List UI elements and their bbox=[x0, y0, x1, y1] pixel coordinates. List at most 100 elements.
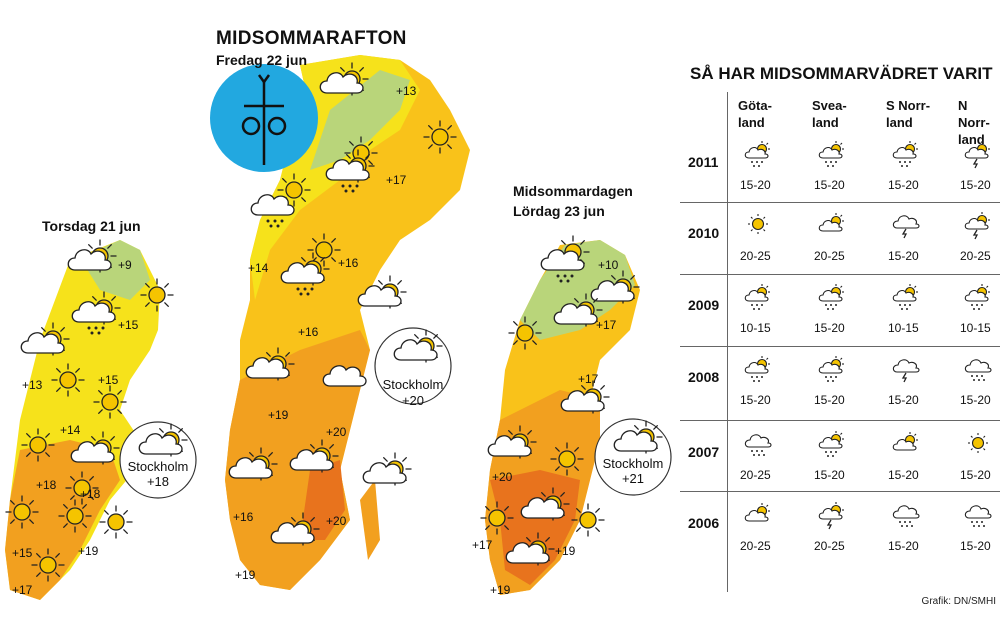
temp-label: +17 bbox=[472, 538, 493, 552]
map-thursday bbox=[5, 240, 174, 600]
maps-canvas bbox=[5, 55, 672, 600]
column-header-line1: N Norr- bbox=[958, 98, 990, 130]
temp-label: +13 bbox=[396, 84, 417, 98]
temperature-range: 15-20 bbox=[814, 468, 845, 482]
temperature-range: 10-15 bbox=[960, 321, 991, 335]
column-header: S Norr-land bbox=[886, 97, 930, 131]
table-row-year: 2006 bbox=[688, 515, 720, 531]
column-header-line1: Svea- bbox=[812, 98, 847, 113]
sun-cloud-rain-icon bbox=[744, 284, 770, 310]
column-header: Göta-land bbox=[738, 97, 772, 131]
temp-label: +10 bbox=[598, 258, 619, 272]
cloud-rain-icon bbox=[892, 505, 920, 527]
temp-label: +9 bbox=[118, 258, 132, 272]
sun-cloud-rain-icon bbox=[892, 141, 918, 167]
saturday-stockholm: Stockholm +21 bbox=[595, 456, 671, 490]
friday-green-zone bbox=[310, 70, 410, 170]
friday-stockholm: Stockholm +20 bbox=[375, 377, 451, 411]
temperature-range: 10-15 bbox=[888, 321, 919, 335]
stockholm-name: Stockholm bbox=[382, 377, 444, 392]
temp-label: +17 bbox=[596, 318, 617, 332]
column-header-line1: Göta- bbox=[738, 98, 772, 113]
saturday-title-line2: Lördag 23 jun bbox=[513, 203, 605, 219]
sun-cloud-rain-icon bbox=[818, 141, 844, 167]
sun-cloud-icon bbox=[744, 503, 770, 522]
column-header: Svea-land bbox=[812, 97, 847, 131]
temperature-range: 15-20 bbox=[814, 178, 845, 192]
sun-cloud-thunder-icon bbox=[818, 502, 844, 530]
table-row-separator bbox=[680, 274, 1000, 275]
thursday-stockholm: Stockholm +18 bbox=[120, 459, 196, 493]
cloud-rain-icon bbox=[964, 505, 992, 527]
temp-label: +19 bbox=[555, 544, 576, 558]
temp-label: +15 bbox=[12, 546, 33, 560]
temperature-range: 15-20 bbox=[888, 178, 919, 192]
table-row-year: 2011 bbox=[688, 154, 719, 170]
temp-label: +19 bbox=[78, 544, 99, 558]
sun-cloud-icon bbox=[818, 213, 844, 232]
temperature-range: 20-25 bbox=[814, 249, 845, 263]
cloud-thunder-icon bbox=[892, 359, 920, 383]
stockholm-temp: +18 bbox=[146, 474, 170, 489]
table-row-separator bbox=[680, 202, 1000, 203]
table-row-separator bbox=[680, 420, 1000, 421]
temperature-range: 15-20 bbox=[740, 178, 771, 192]
sun-cloud-thunder-icon bbox=[964, 141, 990, 169]
thursday-orange-zone bbox=[5, 440, 120, 600]
temp-label: +19 bbox=[235, 568, 256, 582]
sun-cloud-icon bbox=[892, 432, 918, 451]
temp-label: +17 bbox=[12, 583, 33, 597]
sun-cloud-rain-icon bbox=[818, 356, 844, 382]
temp-label: +13 bbox=[22, 378, 43, 392]
temp-label: +20 bbox=[492, 470, 513, 484]
table-row-year: 2009 bbox=[688, 297, 720, 313]
table-row-year: 2010 bbox=[688, 225, 720, 241]
temperature-range: 15-20 bbox=[814, 393, 845, 407]
column-header: N Norr-land bbox=[958, 97, 1000, 148]
sun-cloud-thunder-icon bbox=[964, 212, 990, 240]
temp-label: +14 bbox=[248, 261, 269, 275]
temperature-range: 15-20 bbox=[960, 178, 991, 192]
temp-label: +15 bbox=[118, 318, 139, 332]
sun-cloud-rain-icon bbox=[892, 284, 918, 310]
column-header-line2: land bbox=[738, 115, 765, 130]
history-table-title: SÅ HAR MIDSOMMARVÄDRET VARIT bbox=[690, 64, 993, 83]
temp-label: +17 bbox=[386, 173, 407, 187]
stockholm-name: Stockholm bbox=[602, 456, 664, 471]
temperature-range: 15-20 bbox=[888, 249, 919, 263]
temperature-range: 15-20 bbox=[960, 393, 991, 407]
temp-label: +18 bbox=[36, 478, 57, 492]
friday-subtitle: Fredag 22 jun bbox=[216, 52, 308, 68]
sun-cloud-rain-icon bbox=[744, 141, 770, 167]
temp-label: +20 bbox=[326, 514, 347, 528]
table-row-separator bbox=[680, 346, 1000, 347]
temp-label: +15 bbox=[98, 373, 119, 387]
sun-cloud-rain-icon bbox=[818, 431, 844, 457]
column-header-line2: land bbox=[886, 115, 913, 130]
temperature-range: 10-15 bbox=[740, 321, 771, 335]
sun-cloud-rain-icon bbox=[818, 284, 844, 310]
temp-label: +14 bbox=[60, 423, 81, 437]
table-row-year: 2008 bbox=[688, 369, 720, 385]
sun-icon bbox=[748, 214, 768, 234]
temp-label: +16 bbox=[298, 325, 319, 339]
temperature-range: 20-25 bbox=[814, 539, 845, 553]
stockholm-temp: +20 bbox=[401, 393, 425, 408]
sun-cloud-rain-icon bbox=[964, 284, 990, 310]
column-header-line2: land bbox=[812, 115, 839, 130]
friday-title: MIDSOMMARAFTON bbox=[216, 28, 407, 49]
temperature-range: 20-25 bbox=[960, 249, 991, 263]
temperature-range: 20-25 bbox=[740, 249, 771, 263]
saturday-title-line1: Midsommardagen bbox=[513, 183, 633, 199]
column-header-line1: S Norr- bbox=[886, 98, 931, 113]
cloud-thunder-icon bbox=[892, 215, 920, 239]
temp-label: +19 bbox=[268, 408, 289, 422]
saturday-green-zone bbox=[520, 240, 635, 340]
temperature-range: 15-20 bbox=[740, 393, 771, 407]
column-header-line2: land bbox=[958, 132, 985, 147]
temp-label: +20 bbox=[326, 425, 347, 439]
credit: Grafik: DN/SMHI bbox=[921, 596, 996, 607]
temp-label: +18 bbox=[80, 487, 101, 501]
map-saturday bbox=[480, 235, 672, 595]
temperature-range: 15-20 bbox=[888, 539, 919, 553]
